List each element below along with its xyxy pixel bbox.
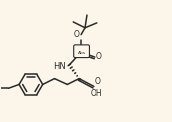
Text: O: O bbox=[96, 52, 102, 61]
Text: Abs: Abs bbox=[78, 51, 86, 55]
Text: OH: OH bbox=[91, 89, 103, 98]
Text: HN: HN bbox=[53, 62, 66, 71]
Text: O: O bbox=[95, 77, 101, 86]
Text: O: O bbox=[73, 30, 79, 39]
FancyBboxPatch shape bbox=[74, 45, 89, 58]
